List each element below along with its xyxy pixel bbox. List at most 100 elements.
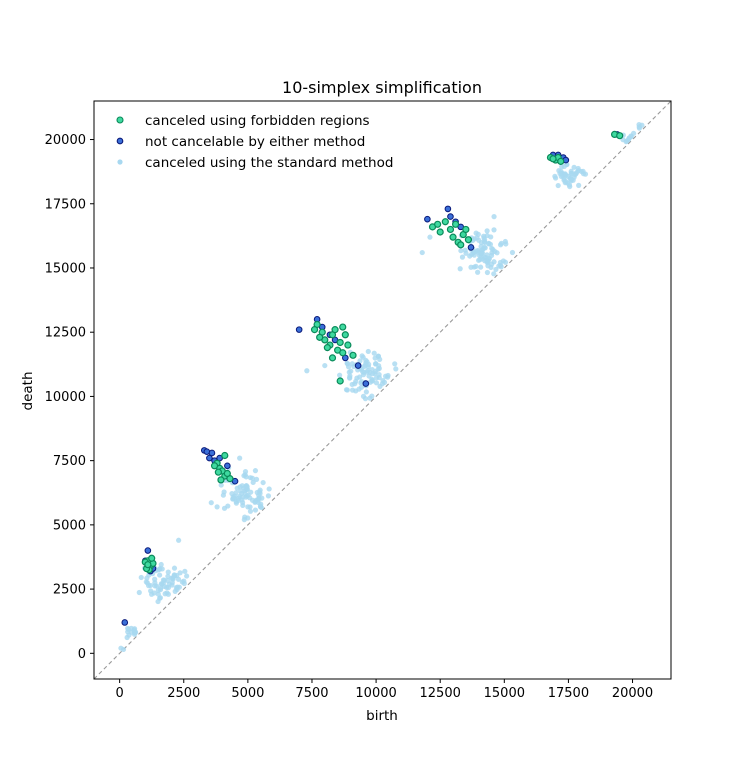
point-standard xyxy=(241,517,247,523)
point-standard xyxy=(486,241,492,247)
point-standard xyxy=(636,124,642,130)
y-tick-label: 7500 xyxy=(53,454,86,469)
point-not-cancelable xyxy=(362,380,370,387)
point-standard xyxy=(181,578,187,584)
point-forbidden xyxy=(339,323,347,331)
point-standard xyxy=(475,269,481,275)
point-standard xyxy=(157,572,163,578)
x-tick-label: 2500 xyxy=(167,686,200,701)
point-standard xyxy=(362,396,369,402)
point-standard xyxy=(366,361,372,367)
point-standard xyxy=(124,634,130,641)
diagonal-line xyxy=(94,101,671,679)
x-tick-label: 20000 xyxy=(612,686,653,701)
x-axis-ticks: 0 2500 5000 7500 10000 12500 15000 17500 20000 xyxy=(116,679,653,701)
point-standard xyxy=(253,476,260,482)
point-standard xyxy=(490,246,496,253)
point-standard xyxy=(304,368,310,374)
point-standard xyxy=(372,370,378,377)
point-standard xyxy=(475,231,481,237)
point-standard xyxy=(473,263,479,269)
point-standard xyxy=(243,474,249,480)
point-standard xyxy=(230,494,236,500)
y-tick-label: 12500 xyxy=(45,326,86,341)
point-standard xyxy=(170,576,176,582)
point-not-cancelable xyxy=(467,244,475,251)
chart-title: 10-simplex simplification xyxy=(282,78,482,97)
point-standard xyxy=(493,266,499,273)
point-standard xyxy=(553,175,559,181)
point-standard xyxy=(120,646,127,653)
point-forbidden xyxy=(331,326,339,334)
plot-frame xyxy=(93,100,672,680)
point-standard xyxy=(427,234,433,240)
point-forbidden xyxy=(336,338,344,347)
point-standard xyxy=(357,358,363,364)
point-standard xyxy=(220,492,226,498)
point-standard xyxy=(484,258,490,264)
point-forbidden xyxy=(457,241,465,249)
point-standard xyxy=(359,353,365,359)
point-standard xyxy=(476,237,482,243)
point-forbidden xyxy=(144,561,152,569)
point-standard xyxy=(245,504,251,510)
point-standard xyxy=(266,486,272,492)
point-standard xyxy=(503,241,509,247)
point-standard xyxy=(509,249,516,256)
y-axis-label: death xyxy=(20,372,36,411)
point-forbidden xyxy=(214,468,222,476)
point-standard xyxy=(347,375,353,381)
point-standard xyxy=(258,501,264,507)
point-standard xyxy=(252,468,259,474)
point-not-cancelable xyxy=(208,449,216,457)
point-standard xyxy=(557,170,563,177)
point-standard xyxy=(165,569,171,575)
point-standard xyxy=(155,598,161,605)
point-standard xyxy=(491,214,497,220)
point-standard xyxy=(160,577,167,583)
point-forbidden xyxy=(441,218,449,226)
point-standard xyxy=(367,395,373,401)
x-tick-label: 0 xyxy=(116,686,124,701)
point-standard xyxy=(346,369,352,375)
point-standard xyxy=(184,573,190,579)
x-tick-label: 17500 xyxy=(548,686,589,701)
point-not-cancelable xyxy=(447,213,454,220)
point-standard xyxy=(252,507,259,513)
point-not-cancelable xyxy=(224,462,231,470)
legend-marker xyxy=(116,116,124,124)
point-forbidden xyxy=(434,220,442,228)
point-standard xyxy=(365,368,371,374)
legend: canceled using forbidden regions not canc… xyxy=(116,113,393,171)
point-standard xyxy=(337,372,343,378)
point-standard xyxy=(491,227,497,233)
point-standard xyxy=(175,576,182,582)
point-standard xyxy=(225,503,231,509)
point-forbidden xyxy=(446,225,455,234)
point-standard xyxy=(155,591,161,597)
point-standard xyxy=(372,361,379,367)
series-standard-method xyxy=(118,121,645,653)
point-standard xyxy=(214,504,220,510)
point-standard xyxy=(260,479,266,486)
point-standard xyxy=(458,248,464,254)
point-standard xyxy=(349,361,355,367)
point-standard xyxy=(568,177,574,183)
point-not-cancelable xyxy=(121,619,129,626)
point-standard xyxy=(239,483,245,489)
point-standard xyxy=(484,228,490,234)
point-standard xyxy=(563,178,569,185)
point-standard xyxy=(385,372,391,379)
legend-label: canceled using forbidden regions xyxy=(145,113,370,129)
point-forbidden xyxy=(451,220,460,228)
point-standard xyxy=(158,561,164,568)
point-forbidden xyxy=(557,157,565,165)
point-standard xyxy=(488,234,494,240)
point-standard xyxy=(502,259,509,265)
point-standard xyxy=(143,579,149,585)
legend-label: not cancelable by either method xyxy=(145,134,365,150)
point-standard xyxy=(352,381,358,387)
point-standard xyxy=(575,165,581,172)
point-standard xyxy=(392,361,398,367)
point-standard xyxy=(349,387,356,393)
